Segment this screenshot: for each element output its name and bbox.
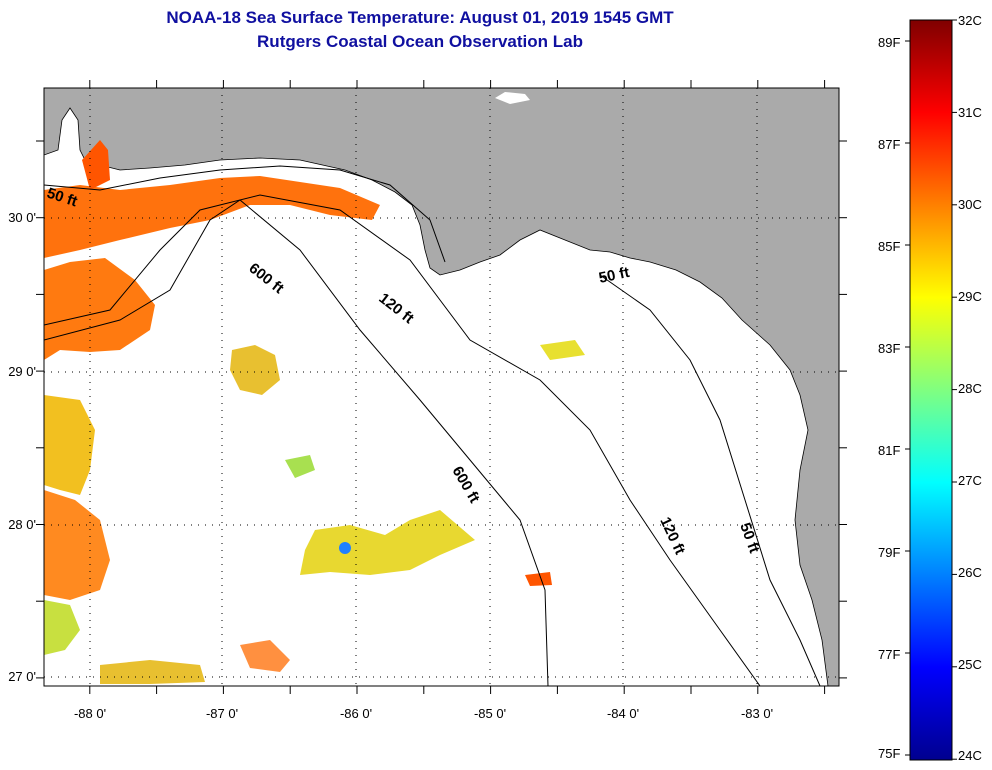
colorbar <box>909 19 953 761</box>
colorbar-c-label: 24C <box>958 748 982 763</box>
lon-tick-label: -84 0' <box>607 706 639 721</box>
colorbar-c-label: 26C <box>958 565 982 580</box>
colorbar-f-label: 81F <box>878 443 901 458</box>
sst-patch-central <box>300 510 475 575</box>
colorbar-c-label: 29C <box>958 289 982 304</box>
colorbar-c-label: 27C <box>958 473 982 488</box>
sst-patch-coastal-warm <box>44 176 380 258</box>
colorbar-c-label: 31C <box>958 105 982 120</box>
colorbar-f-label: 83F <box>878 341 901 356</box>
sst-patch-west-green <box>44 600 80 655</box>
contour-50ft-west <box>44 165 446 263</box>
contour-label-50ft: 50 ft <box>597 264 631 287</box>
map-frame <box>43 87 840 687</box>
map-subtitle: Rutgers Coastal Ocean Observation Lab <box>257 32 583 51</box>
lat-tick-label: 28 0' <box>8 517 36 532</box>
colorbar-f-label: 85F <box>878 239 901 254</box>
depth-contours <box>44 165 821 686</box>
contour-50ft-east <box>599 274 821 686</box>
lat-tick-label: 30 0' <box>8 210 36 225</box>
colorbar-ticks <box>905 19 957 760</box>
colorbar-f-label: 79F <box>878 545 901 560</box>
lat-tick-label: 29 0' <box>8 364 36 379</box>
sst-patch-east <box>525 572 552 586</box>
colorbar-c-label: 25C <box>958 657 982 672</box>
sst-patch-south <box>240 640 290 672</box>
contour-120ft <box>44 194 761 686</box>
lon-tick-label: -85 0' <box>474 706 506 721</box>
sst-patch-alabama <box>82 140 110 190</box>
lon-tick-label: -86 0' <box>340 706 372 721</box>
colorbar-c-label: 32C <box>958 13 982 28</box>
lon-tick-label: -88 0' <box>74 706 106 721</box>
map-title: NOAA-18 Sea Surface Temperature: August … <box>166 8 674 27</box>
lat-tick-label: 27 0' <box>8 669 36 684</box>
colorbar-f-label: 89F <box>878 35 901 50</box>
sst-spot-cool <box>339 542 351 554</box>
land-island <box>495 92 530 104</box>
sst-patch-ring <box>230 345 280 395</box>
colorbar-f-label: 77F <box>878 647 901 662</box>
lon-tick-label: -87 0' <box>206 706 238 721</box>
lon-tick-label: -83 0' <box>741 706 773 721</box>
colorbar-c-label: 28C <box>958 381 982 396</box>
sst-patch-west-yellow <box>44 395 95 495</box>
sst-patches <box>44 140 585 684</box>
colorbar-f-label: 87F <box>878 137 901 152</box>
colorbar-f-label: 75F <box>878 746 901 761</box>
sst-patch-west-large <box>44 258 155 360</box>
colorbar-c-label: 30C <box>958 197 982 212</box>
axis-ticks <box>36 80 847 694</box>
sst-patch-east-yellow <box>540 340 585 360</box>
contour-600ft <box>44 199 549 686</box>
sst-patch-southwest <box>100 660 205 684</box>
sst-patch-west-orange <box>44 490 110 600</box>
sst-patch-small-green <box>285 455 315 478</box>
